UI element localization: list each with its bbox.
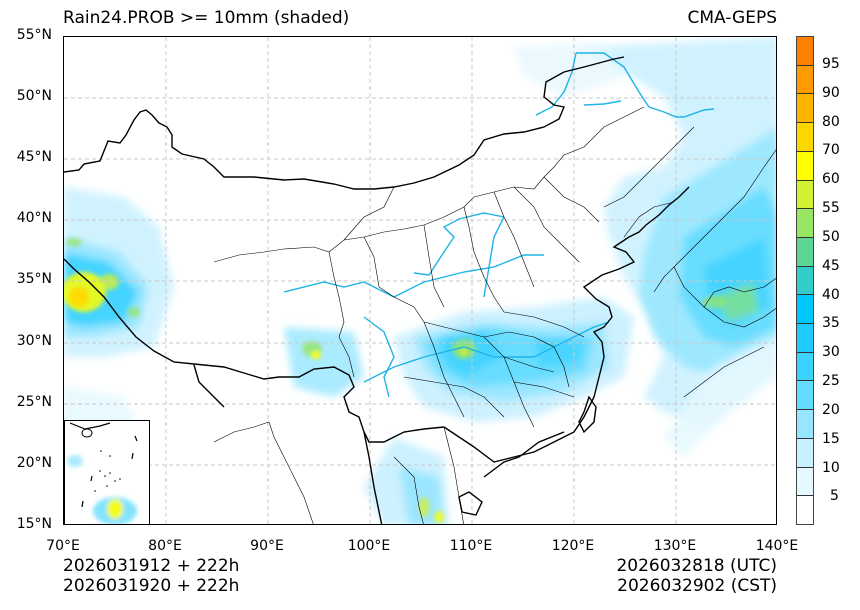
south-china-sea-inset: [64, 420, 150, 524]
init-time-cst: 2026031920 + 222h: [63, 576, 240, 596]
colorbar-label-5: 5: [830, 488, 839, 504]
lon-tick-110: 110°E: [449, 538, 493, 554]
valid-time-block: 2026032818 (UTC) 2026032902 (CST): [616, 556, 777, 596]
colorbar-segment: [797, 65, 813, 95]
colorbar-label-10: 10: [822, 460, 840, 476]
init-time-block: 2026031912 + 222h 2026031920 + 222h: [63, 556, 239, 596]
colorbar-label-45: 45: [822, 258, 840, 274]
valid-time-cst: 2026032902 (CST): [617, 576, 777, 596]
colorbar-segment: [797, 180, 813, 210]
colorbar-segment: [797, 237, 813, 267]
lat-tick-55: 55°N: [16, 27, 52, 43]
colorbar-label-50: 50: [822, 229, 840, 245]
provincial-borders: [64, 106, 776, 524]
lon-tick-100: 100°E: [347, 538, 391, 554]
lon-tick-90: 90°E: [250, 538, 284, 554]
lat-tick-50: 50°N: [16, 88, 52, 104]
colorbar-label-15: 15: [822, 431, 840, 447]
colorbar-label-40: 40: [822, 287, 840, 303]
valid-time-utc: 2026032818 (UTC): [616, 556, 777, 576]
colorbar-label-70: 70: [822, 142, 840, 158]
lon-tick-70: 70°E: [46, 538, 80, 554]
colorbar-label-60: 60: [822, 171, 840, 187]
lon-tick-130: 130°E: [653, 538, 697, 554]
lon-tick-120: 120°E: [551, 538, 595, 554]
model-name: CMA-GEPS: [687, 8, 777, 28]
lat-tick-30: 30°N: [16, 333, 52, 349]
colorbar-segment: [797, 496, 813, 524]
lat-tick-25: 25°N: [16, 394, 52, 410]
colorbar-segment: [797, 324, 813, 353]
lat-tick-40: 40°N: [16, 210, 52, 226]
lat-tick-20: 20°N: [16, 455, 52, 471]
colorbar: [796, 36, 814, 525]
lat-tick-35: 35°N: [16, 271, 52, 287]
init-time-utc: 2026031912 + 222h: [63, 556, 240, 576]
graticule: [64, 37, 776, 524]
map-plot-area: [63, 36, 777, 525]
colorbar-label-55: 55: [822, 200, 840, 216]
lon-tick-80: 80°E: [148, 538, 182, 554]
colorbar-label-80: 80: [822, 114, 840, 130]
colorbar-segment: [797, 438, 813, 468]
colorbar-segment: [797, 410, 813, 439]
probability-cores: [64, 238, 726, 523]
lat-tick-45: 45°N: [16, 149, 52, 165]
colorbar-segment: [797, 467, 813, 497]
colorbar-label-20: 20: [822, 402, 840, 418]
colorbar-label-25: 25: [822, 373, 840, 389]
colorbar-segment: [797, 209, 813, 238]
colorbar-label-30: 30: [822, 344, 840, 360]
colorbar-segment: [797, 94, 813, 124]
colorbar-segment: [797, 37, 813, 66]
colorbar-label-90: 90: [822, 85, 840, 101]
map-canvas: [64, 37, 776, 524]
colorbar-segment: [797, 151, 813, 181]
colorbar-label-95: 95: [822, 56, 840, 72]
lat-tick-15: 15°N: [16, 516, 52, 532]
colorbar-label-35: 35: [822, 315, 840, 331]
colorbar-segment: [797, 295, 813, 325]
colorbar-segment: [797, 352, 813, 382]
lon-tick-140: 140°E: [755, 538, 799, 554]
map-title: Rain24.PROB >= 10mm (shaded): [63, 8, 350, 28]
colorbar-segment: [797, 123, 813, 152]
colorbar-segment: [797, 381, 813, 411]
colorbar-segment: [797, 266, 813, 296]
